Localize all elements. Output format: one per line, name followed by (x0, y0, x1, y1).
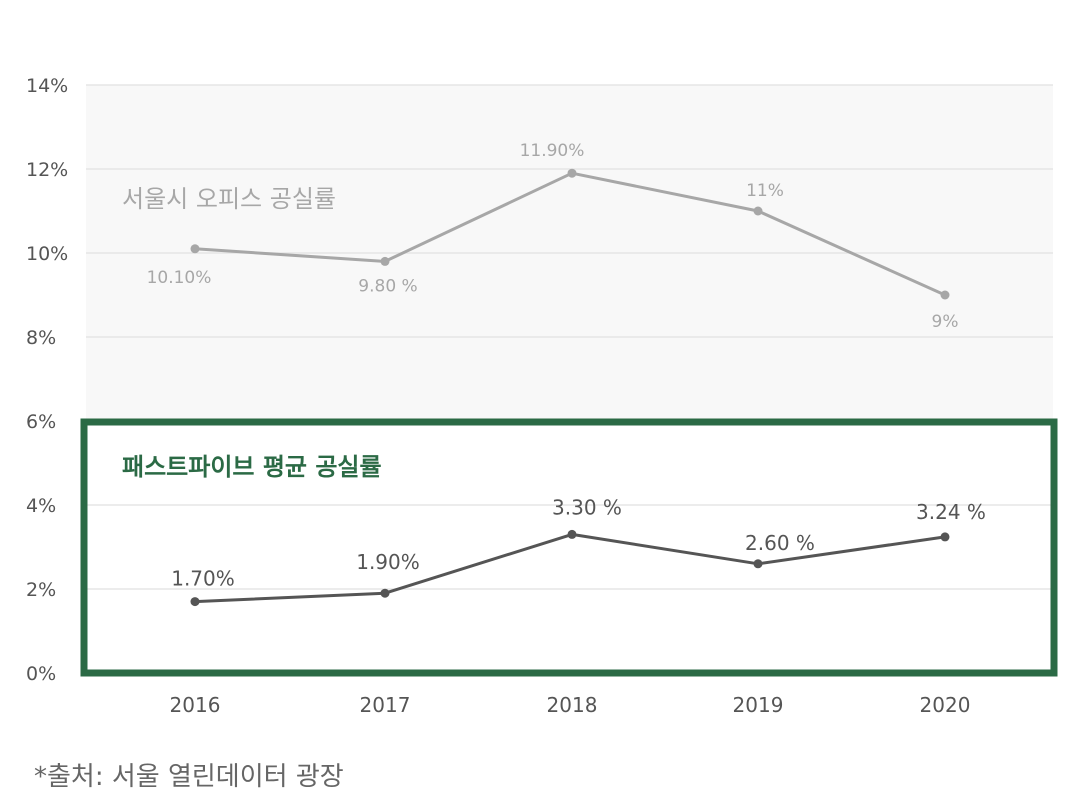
data-point (380, 256, 390, 266)
vacancy-rate-chart: 0% 2% 4% 6% 8% 10% 12% 14% 2016 2017 2018 2019 2020… (26, 75, 1058, 717)
fastfive-vacancy-series: 1.70% 1.90% 3.30 % 2.60 % 3.24 % (171, 495, 986, 607)
seoul-office-vacancy-series: 10.10% 9.80 % 11.90% 11% 9% (147, 141, 959, 332)
y-axis: 0% 2% 4% 6% 8% 10% 12% 14% (26, 75, 68, 685)
y-tick-label: 12% (26, 159, 68, 181)
data-label: 9% (932, 312, 959, 332)
data-label: 9.80 % (358, 276, 417, 296)
data-label: 11.90% (520, 141, 585, 161)
data-point (567, 168, 577, 178)
data-label: 3.30 % (552, 495, 622, 519)
data-point (753, 559, 763, 569)
data-label: 2.60 % (745, 531, 815, 555)
data-label: 10.10% (147, 268, 212, 288)
data-point (940, 290, 950, 300)
data-point (567, 529, 577, 539)
y-tick-label: 0% (26, 663, 56, 685)
series-line (194, 532, 946, 604)
x-axis: 2016 2017 2018 2019 2020 (170, 693, 971, 717)
data-point (753, 206, 763, 216)
data-label: 1.70% (171, 567, 235, 591)
x-tick-label: 2018 (547, 693, 598, 717)
fastfive-series-title: 패스트파이브 평균 공실률 (122, 453, 382, 481)
data-point (380, 588, 390, 598)
y-tick-label: 6% (26, 411, 56, 433)
source-note: *출처: 서울 열린데이터 광장 (34, 762, 344, 792)
data-label: 11% (746, 181, 784, 201)
seoul-office-series-title: 서울시 오피스 공실률 (122, 185, 336, 213)
data-label: 1.90% (356, 550, 420, 574)
x-tick-label: 2019 (733, 693, 784, 717)
x-tick-label: 2016 (170, 693, 221, 717)
data-point (190, 244, 200, 254)
y-tick-label: 14% (26, 75, 68, 97)
y-tick-label: 10% (26, 243, 68, 265)
fastfive-highlight-box (80, 418, 1058, 677)
y-tick-label: 2% (26, 579, 56, 601)
data-label: 3.24 % (916, 500, 986, 524)
data-point (940, 532, 950, 542)
y-tick-label: 8% (26, 327, 56, 349)
y-tick-label: 4% (26, 495, 56, 517)
x-tick-label: 2020 (920, 693, 971, 717)
x-tick-label: 2017 (360, 693, 411, 717)
data-point (190, 597, 200, 607)
